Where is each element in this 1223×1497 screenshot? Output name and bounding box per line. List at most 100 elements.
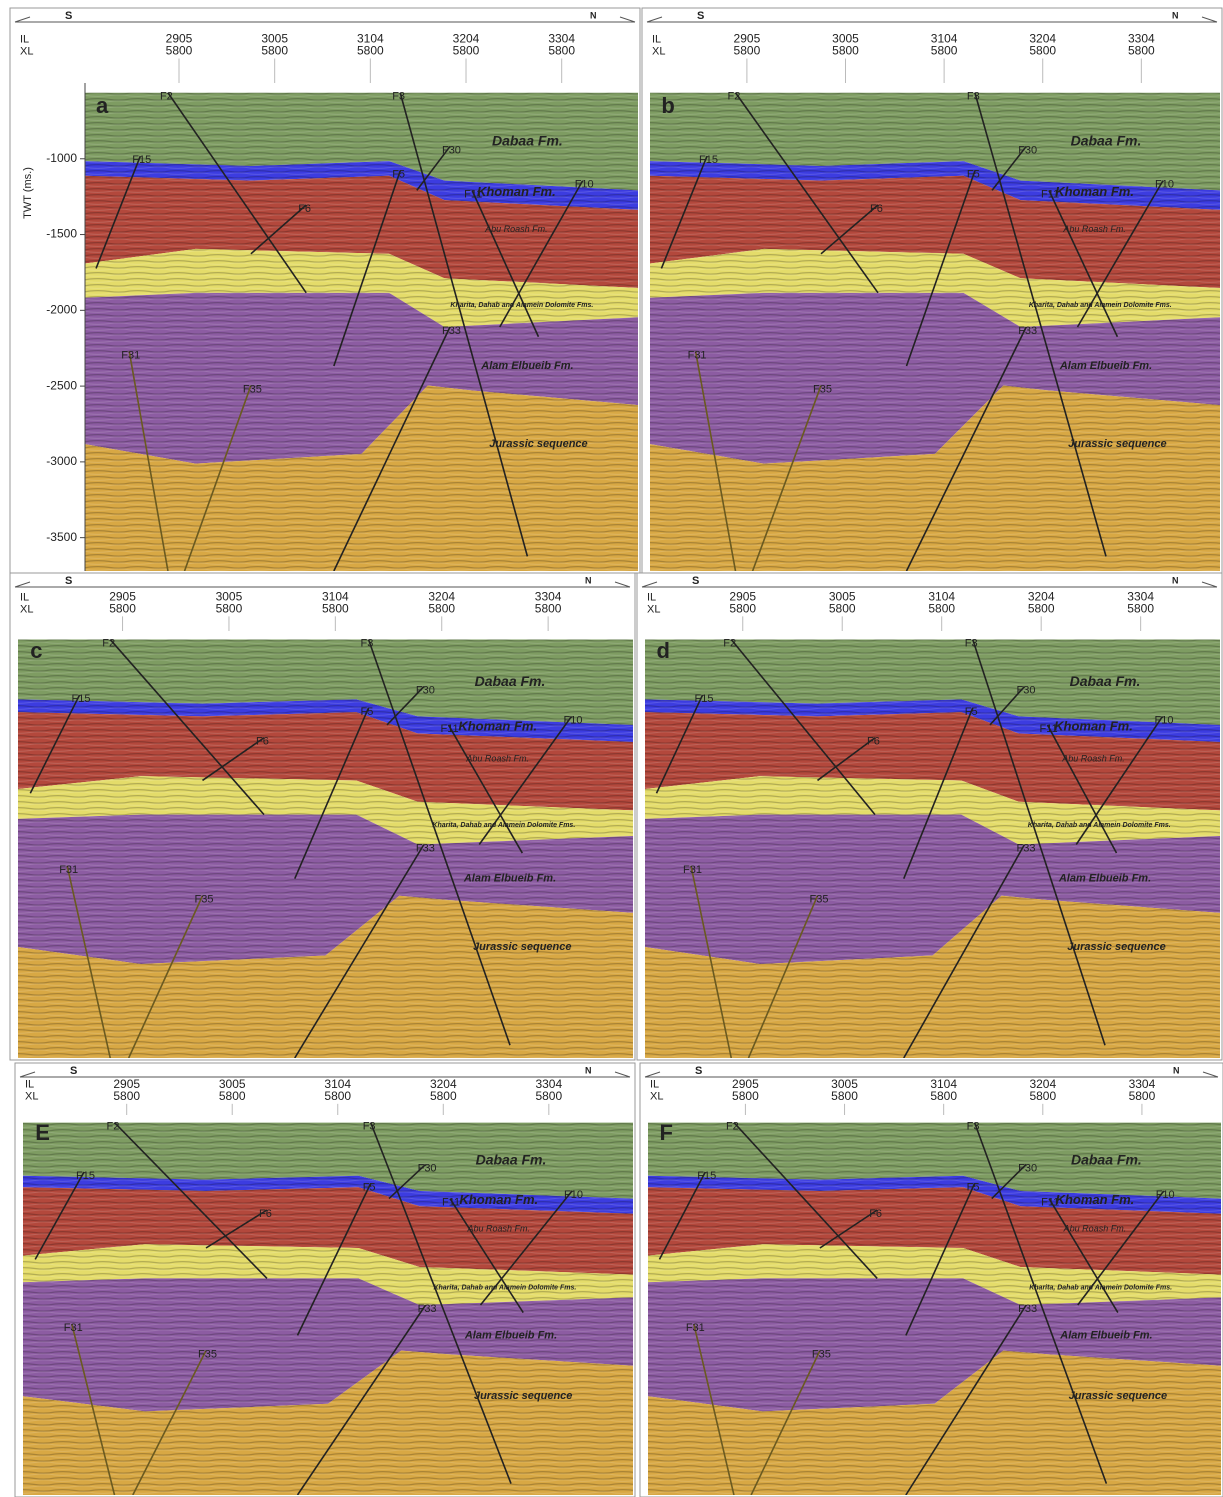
trace-xl: 5800 <box>535 1089 562 1103</box>
fault <box>333 170 401 367</box>
il-label: IL <box>20 33 29 45</box>
trace-xl: 5800 <box>1127 602 1154 616</box>
trace-il: 2905 <box>109 590 136 604</box>
formation-label: Alam Elbueib Fm. <box>1059 360 1152 372</box>
fault <box>127 895 204 1058</box>
fault-label: F3 <box>965 637 978 649</box>
fault <box>819 1209 878 1249</box>
fault <box>693 1323 735 1495</box>
fault <box>386 685 425 726</box>
south-label: S <box>65 10 72 22</box>
fault-label: F6 <box>256 736 269 748</box>
layer-texture <box>23 1187 633 1275</box>
trace-il: 2905 <box>729 590 756 604</box>
fault-label: F35 <box>243 383 262 395</box>
trace-il: 3005 <box>832 32 859 46</box>
fault-label: F30 <box>418 1162 437 1174</box>
fault <box>333 326 451 571</box>
formation-label: Dabaa Fm. <box>1070 673 1141 689</box>
y-tick-label: -1000 <box>46 151 77 165</box>
layer-texture <box>645 776 1220 845</box>
trace-xl: 5800 <box>831 1089 858 1103</box>
formation-label: Jurassic sequence <box>489 438 587 450</box>
arrow-left <box>641 581 658 588</box>
fault <box>903 707 974 879</box>
fault <box>95 155 142 269</box>
trace-xl: 5800 <box>113 1089 140 1103</box>
arrow-right <box>1201 581 1218 588</box>
fault-label: F33 <box>1017 842 1036 854</box>
layer-texture <box>650 92 1220 191</box>
fault-label: F10 <box>1156 1189 1175 1201</box>
arrow-left <box>644 1071 661 1078</box>
formation-label: Dabaa Fm. <box>476 1151 547 1167</box>
trace-il: 3104 <box>324 1077 351 1091</box>
fault <box>471 190 540 338</box>
layer-texture <box>23 1244 633 1305</box>
y-tick-label: -1500 <box>46 227 77 241</box>
trace-il: 3304 <box>1129 1077 1156 1091</box>
fault-label: F31 <box>64 1322 83 1334</box>
trace-xl: 5800 <box>261 44 288 58</box>
formation-label: Kharita, Dahab and Alamein Dolomite Fms. <box>1029 302 1172 309</box>
il-label: IL <box>20 591 29 603</box>
trace-il: 3104 <box>928 590 955 604</box>
trace-xl: 5800 <box>1129 1089 1156 1103</box>
y-axis-label: TWT (ms.) <box>22 167 34 219</box>
il-label: IL <box>650 1079 659 1091</box>
il-label: IL <box>652 33 661 45</box>
formation-label: Dabaa Fm. <box>1071 1151 1142 1167</box>
trace-il: 3005 <box>219 1077 246 1091</box>
fault <box>367 639 511 1046</box>
fault-label: F11 <box>441 723 459 735</box>
arrow-left <box>14 581 31 588</box>
fault <box>751 385 822 571</box>
trace-il: 3005 <box>829 590 856 604</box>
fault-label: F6 <box>869 1208 882 1220</box>
layer-texture <box>650 248 1220 327</box>
layer-texture <box>645 712 1220 811</box>
panel: S NILXL2905580030055800310458003204580033… <box>636 572 1223 1061</box>
fault <box>905 170 976 367</box>
trace-xl: 5800 <box>324 1089 351 1103</box>
layer-texture <box>18 814 633 965</box>
formation-label: Khoman Fm. <box>1054 719 1133 734</box>
fault-label: F5 <box>361 706 374 718</box>
formation-label: Khoman Fm. <box>1055 184 1134 199</box>
fault-label: F30 <box>442 144 461 156</box>
fault-label: F10 <box>1155 179 1174 191</box>
fault-label: F10 <box>564 714 583 726</box>
fault <box>478 715 573 845</box>
seismic-section: F2 F3 F15 F30 F5 F11 F10 F6 F33 F31 F35 Dabaa Fm. Kh… <box>645 637 1220 1058</box>
fault <box>294 707 370 879</box>
layer-texture <box>85 292 638 464</box>
trace-xl: 5800 <box>732 1089 759 1103</box>
formation-label: Abu Roash Fm. <box>484 224 548 234</box>
north-label: N <box>1172 10 1179 20</box>
layer-texture <box>645 814 1220 965</box>
fault <box>1048 190 1119 338</box>
panel-label: a <box>96 93 109 118</box>
fault-label: F30 <box>1017 684 1036 696</box>
fault <box>660 155 708 269</box>
trace-il: 2905 <box>732 1077 759 1091</box>
formation-label: Khoman Fm. <box>458 719 537 734</box>
north-label: N <box>585 575 592 585</box>
seismic-section: F2 F3 F15 F30 F5 F11 F10 F6 F33 F31 F35 Dabaa Fm. Kh… <box>650 91 1220 571</box>
fault <box>690 865 733 1058</box>
fault <box>29 694 81 794</box>
trace-il: 2905 <box>113 1077 140 1091</box>
arrow-right <box>614 1071 631 1078</box>
fault-label: F33 <box>418 1303 437 1315</box>
fault <box>388 1163 427 1200</box>
fault-label: F5 <box>363 1181 376 1193</box>
layer-texture <box>18 639 633 725</box>
fault <box>750 1350 821 1495</box>
fault <box>747 895 819 1058</box>
fault <box>991 1163 1027 1200</box>
trace-xl: 5800 <box>931 44 958 58</box>
fault-label: F15 <box>699 154 718 166</box>
trace-xl: 5800 <box>548 44 575 58</box>
fault <box>416 145 451 191</box>
